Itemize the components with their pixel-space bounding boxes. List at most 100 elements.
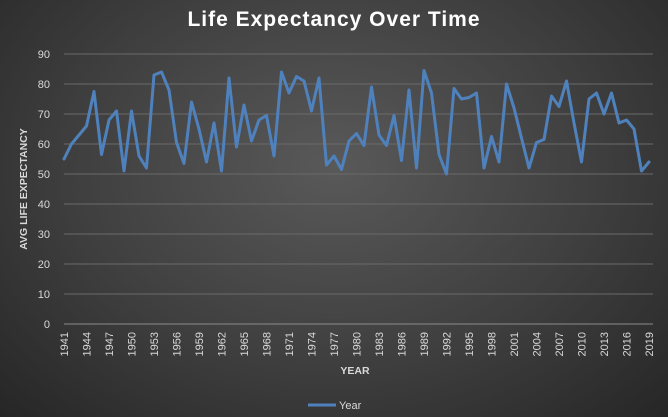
data-point (235, 145, 238, 149)
x-tick-label: 1965 (239, 332, 251, 356)
series-line (62, 69, 651, 176)
data-point (400, 159, 403, 162)
data-point (122, 169, 126, 173)
data-point (182, 162, 186, 165)
data-point (520, 136, 523, 140)
x-tick-label: 1998 (487, 332, 499, 356)
data-point (617, 121, 621, 125)
data-point (175, 141, 178, 144)
data-point (557, 105, 561, 108)
data-point (310, 109, 313, 113)
y-axis-ticks: 0 10 20 30 40 50 60 70 80 90 (38, 49, 50, 331)
data-point (317, 76, 321, 80)
x-tick-label: 1941 (59, 332, 71, 356)
data-point (602, 112, 606, 116)
y-tick-label: 40 (38, 199, 50, 211)
x-tick-label: 2016 (622, 332, 634, 356)
series-layer (62, 69, 651, 176)
x-tick-label: 1992 (442, 332, 454, 356)
data-point (115, 109, 118, 113)
data-point (497, 160, 501, 164)
data-point (227, 76, 231, 80)
data-point (167, 88, 171, 92)
data-point (512, 106, 516, 110)
data-point (580, 160, 583, 164)
data-point (295, 75, 298, 78)
data-point (647, 160, 651, 164)
x-tick-label: 1974 (307, 332, 319, 356)
data-point (77, 133, 81, 137)
data-point (70, 142, 73, 146)
data-point (572, 121, 576, 125)
data-point (92, 90, 96, 93)
data-point (542, 138, 546, 141)
data-point (460, 97, 463, 101)
y-tick-label: 30 (38, 229, 50, 241)
data-point (625, 118, 628, 122)
data-point (302, 79, 306, 83)
data-point (595, 91, 598, 95)
data-point (565, 79, 568, 83)
y-tick-label: 50 (38, 169, 50, 181)
data-point (610, 91, 613, 95)
x-tick-label: 1971 (284, 332, 296, 356)
data-point (377, 133, 381, 137)
data-point (422, 69, 426, 72)
data-point (370, 85, 373, 89)
y-tick-label: 0 (44, 319, 50, 331)
data-point (415, 166, 418, 170)
data-point (190, 100, 193, 104)
data-point (137, 154, 141, 158)
data-point (250, 139, 253, 143)
data-point (287, 91, 291, 95)
data-point (385, 144, 388, 147)
y-axis-title: AVG LIFE EXPECTANCY (18, 128, 30, 250)
data-point (407, 88, 411, 92)
x-tick-label: 1962 (217, 332, 229, 356)
x-tick-label: 1977 (329, 332, 341, 356)
data-point (482, 166, 486, 170)
x-tick-label: 1959 (194, 332, 206, 356)
data-point (355, 132, 358, 135)
data-point (475, 91, 478, 95)
data-point (242, 103, 246, 107)
legend: Year (308, 400, 362, 412)
data-point (445, 172, 448, 176)
y-tick-label: 10 (38, 289, 50, 301)
x-tick-label: 1968 (262, 332, 274, 356)
x-tick-label: 2010 (577, 332, 589, 356)
x-tick-label: 1989 (419, 332, 431, 356)
legend-label: Year (339, 400, 362, 412)
data-point (62, 157, 66, 161)
x-tick-label: 1947 (104, 332, 116, 356)
data-point (632, 127, 636, 131)
x-tick-label: 2001 (509, 332, 521, 356)
chart-title: Life Expectancy Over Time (187, 8, 481, 31)
data-point (490, 135, 493, 138)
data-point (430, 91, 433, 95)
data-point (100, 153, 103, 156)
data-point (347, 139, 351, 143)
data-point (325, 163, 328, 167)
data-point (160, 70, 163, 74)
x-tick-label: 2013 (599, 332, 611, 356)
data-point (197, 127, 201, 131)
data-point (362, 144, 366, 147)
data-point (452, 87, 456, 90)
x-tick-label: 1944 (82, 332, 94, 356)
data-point (392, 114, 396, 117)
data-point (265, 114, 268, 117)
y-tick-label: 20 (38, 259, 50, 271)
data-point (280, 70, 283, 74)
data-point (145, 166, 148, 170)
data-point (527, 166, 531, 170)
data-point (257, 118, 261, 122)
data-point (85, 124, 88, 128)
x-tick-label: 1995 (464, 332, 476, 356)
data-point (130, 109, 133, 113)
x-tick-label: 1953 (149, 332, 161, 356)
x-axis-title: YEAR (340, 365, 370, 377)
data-point (152, 73, 156, 77)
